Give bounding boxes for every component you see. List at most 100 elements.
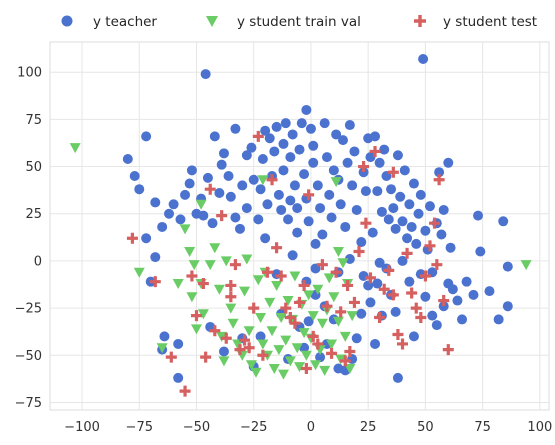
data-point-teacher [255, 331, 266, 342]
data-point-teacher [273, 189, 284, 200]
data-point-teacher [367, 227, 378, 238]
data-point-train-val [319, 365, 331, 376]
data-point-teacher [370, 131, 381, 142]
data-point-train-val [186, 292, 198, 303]
data-point-train-val [298, 328, 310, 339]
data-point-test [397, 338, 409, 350]
y-tick-label: 0 [34, 254, 42, 269]
data-point-train-val [303, 290, 315, 301]
data-point-train-val [179, 224, 191, 235]
data-point-train-val [289, 271, 301, 282]
data-point-train-val [300, 350, 312, 361]
data-point-train-val [339, 331, 351, 342]
data-point-teacher [164, 208, 175, 219]
data-point-teacher [418, 53, 429, 64]
data-point-train-val [332, 246, 344, 257]
data-point-train-val [218, 356, 230, 367]
data-point-teacher [351, 333, 362, 344]
legend-marker-test [414, 15, 426, 27]
data-point-teacher [452, 295, 463, 306]
data-point-train-val [307, 311, 319, 322]
data-point-test [186, 270, 198, 282]
data-point-teacher [383, 214, 394, 225]
data-point-test [415, 312, 427, 324]
data-point-teacher [289, 180, 300, 191]
data-point-teacher [285, 152, 296, 163]
data-point-teacher [285, 195, 296, 206]
data-point-teacher [278, 165, 289, 176]
data-point-teacher [360, 186, 371, 197]
data-point-train-val [280, 335, 292, 346]
data-point-teacher [173, 372, 184, 383]
data-point-test [197, 278, 209, 290]
data-point-test [271, 242, 283, 254]
data-point-teacher [493, 314, 504, 325]
data-point-train-val [255, 313, 267, 324]
data-point-teacher [376, 206, 387, 217]
legend-marker-train-val [206, 16, 218, 27]
data-point-teacher [200, 69, 211, 80]
data-point-test [321, 300, 333, 312]
data-point-teacher [271, 121, 282, 132]
data-point-test [342, 279, 354, 291]
data-point-teacher [461, 276, 472, 287]
data-point-teacher [365, 152, 376, 163]
data-point-teacher [340, 221, 351, 232]
data-point-teacher [241, 150, 252, 161]
data-point-teacher [399, 165, 410, 176]
data-point-teacher [390, 306, 401, 317]
data-point-train-val [268, 363, 280, 374]
data-point-teacher [468, 289, 479, 300]
data-point-teacher [356, 308, 367, 319]
data-point-test [312, 338, 324, 350]
data-point-teacher [237, 180, 248, 191]
data-point-teacher [404, 199, 415, 210]
data-point-test [303, 189, 315, 201]
x-tick-label: 100 [527, 420, 552, 435]
y-tick-label: 50 [25, 160, 42, 175]
data-point-test [429, 217, 441, 229]
data-point-teacher [157, 221, 168, 232]
data-point-teacher [344, 120, 355, 131]
data-point-test [326, 347, 338, 359]
data-point-teacher [230, 123, 241, 134]
data-point-teacher [395, 191, 406, 202]
data-point-test [383, 264, 395, 276]
y-tick-label: −50 [15, 349, 42, 364]
data-point-teacher [328, 165, 339, 176]
data-point-train-val [188, 260, 200, 271]
data-point-train-val [328, 292, 340, 303]
x-tick-label: 25 [360, 420, 377, 435]
data-point-test [438, 295, 450, 307]
data-point-teacher [262, 199, 273, 210]
data-point-teacher [299, 169, 310, 180]
data-point-teacher [315, 203, 326, 214]
x-tick-label: 75 [474, 420, 491, 435]
data-point-teacher [438, 301, 449, 312]
data-point-train-val [225, 303, 237, 314]
data-point-teacher [443, 278, 454, 289]
data-point-teacher [287, 129, 298, 140]
y-tick-label: 100 [17, 66, 42, 81]
data-point-teacher [502, 261, 513, 272]
data-point-teacher [218, 148, 229, 159]
data-point-teacher [370, 338, 381, 349]
data-point-teacher [150, 252, 161, 263]
data-point-test [424, 240, 436, 252]
data-point-test [280, 302, 292, 314]
data-point-teacher [269, 146, 280, 157]
data-point-train-val [252, 275, 264, 286]
legend-label-teacher: y teacher [93, 14, 157, 30]
data-point-test [316, 259, 328, 271]
data-point-teacher [303, 316, 314, 327]
data-point-teacher [392, 150, 403, 161]
data-point-teacher [280, 118, 291, 129]
data-point-train-val [250, 367, 262, 378]
data-point-teacher [234, 223, 245, 234]
x-tick-label: −25 [240, 420, 267, 435]
data-point-teacher [303, 216, 314, 227]
data-point-teacher [283, 214, 294, 225]
data-point-train-val [264, 297, 276, 308]
data-point-test [344, 345, 356, 357]
data-point-teacher [358, 167, 369, 178]
